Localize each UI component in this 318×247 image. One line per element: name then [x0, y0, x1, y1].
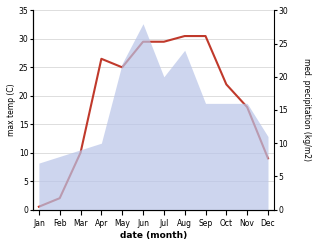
X-axis label: date (month): date (month) [120, 231, 187, 240]
Y-axis label: max temp (C): max temp (C) [7, 84, 16, 136]
Y-axis label: med. precipitation (kg/m2): med. precipitation (kg/m2) [302, 59, 311, 162]
